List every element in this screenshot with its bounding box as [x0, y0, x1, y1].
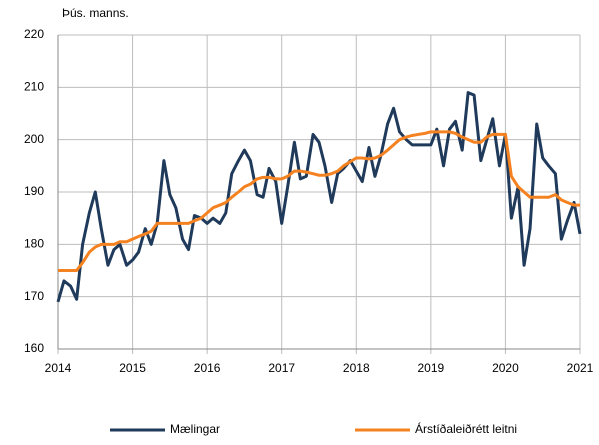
y-tick-label: 170 [24, 289, 44, 303]
x-tick-label: 2021 [567, 361, 594, 375]
y-tick-label: 190 [24, 184, 44, 198]
x-tick-label: 2017 [268, 361, 295, 375]
legend-label: Mælingar [170, 422, 220, 436]
y-axis-label: Þús. manns. [62, 6, 129, 20]
y-tick-label: 180 [24, 237, 44, 251]
series-line [56, 91, 582, 303]
x-tick-label: 2019 [418, 361, 445, 375]
y-tick-label: 200 [24, 132, 44, 146]
x-tick-label: 2020 [492, 361, 519, 375]
x-tick-label: 2015 [119, 361, 146, 375]
y-tick-label: 210 [24, 80, 44, 94]
y-tick-label: 220 [24, 27, 44, 41]
y-tick-label: 160 [24, 341, 44, 355]
x-tick-label: 2014 [45, 361, 72, 375]
series-line [58, 130, 580, 272]
x-tick-label: 2016 [194, 361, 221, 375]
x-tick-label: 2018 [343, 361, 370, 375]
legend-label: Árstíðaleiðrétt leitni [415, 421, 517, 436]
